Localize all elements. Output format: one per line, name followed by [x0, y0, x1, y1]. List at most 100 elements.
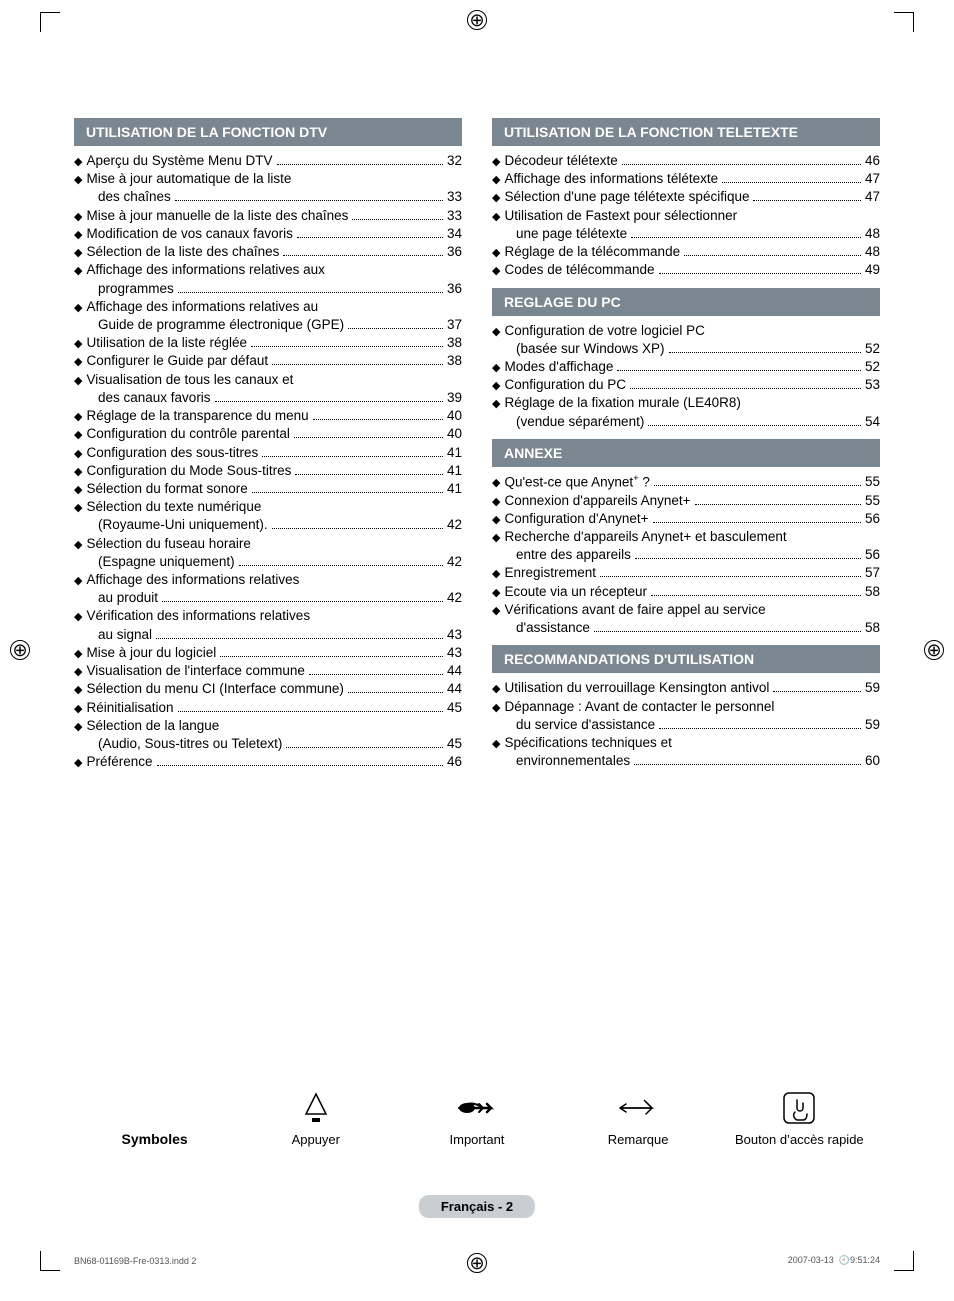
leader-dots — [175, 200, 443, 201]
toc-label: Mise à jour automatique de la liste — [86, 170, 291, 188]
toc-label: Décodeur télétexte — [504, 152, 617, 170]
page-number: 33 — [447, 207, 462, 225]
toc-label: Modes d'affichage — [504, 358, 613, 376]
page-number: 49 — [865, 261, 880, 279]
leader-dots — [252, 492, 443, 493]
toc-entry: ◆Qu'est-ce que Anynet+ ?55 — [492, 473, 880, 492]
toc-entry: ◆Configuration du Mode Sous-titres41 — [74, 462, 462, 480]
bullet-icon: ◆ — [492, 210, 500, 225]
leader-dots — [272, 364, 443, 365]
leader-dots — [295, 474, 443, 475]
bullet-icon: ◆ — [492, 264, 500, 279]
bullet-icon: ◆ — [492, 737, 500, 752]
bullet-icon: ◆ — [492, 476, 500, 491]
bullet-icon: ◆ — [492, 361, 500, 376]
page-number: 39 — [447, 389, 462, 407]
leader-dots — [634, 764, 861, 765]
toc-label: Sélection de la liste des chaînes — [86, 243, 279, 261]
symbols-row: Symboles Appuyer Important Remarque — [74, 1090, 880, 1147]
toc-entry-continuation: une page télétexte48 — [492, 225, 880, 243]
leader-dots — [622, 164, 861, 165]
toc-label: d'assistance — [516, 619, 590, 637]
leader-dots — [215, 401, 443, 402]
toc-label: Sélection du fuseau horaire — [86, 535, 250, 553]
toc-label: Configuration d'Anynet+ — [504, 510, 648, 528]
toc-columns: UTILISATION DE LA FONCTION DTV◆Aperçu du… — [74, 110, 880, 771]
leader-dots — [294, 437, 443, 438]
bullet-icon: ◆ — [74, 374, 82, 389]
toc-entry-continuation: d'assistance58 — [492, 619, 880, 637]
page-number: 46 — [447, 753, 462, 771]
leader-dots — [648, 425, 861, 426]
footer-file-info: BN68-01169B-Fre-0313.indd 2 — [74, 1256, 196, 1266]
toc-entry: ◆Modification de vos canaux favoris34 — [74, 225, 462, 243]
leader-dots — [348, 328, 443, 329]
leader-dots — [617, 370, 861, 371]
toc-label: une page télétexte — [516, 225, 627, 243]
toc-entry: ◆Réglage de la télécommande48 — [492, 243, 880, 261]
toc-entry: ◆Utilisation du verrouillage Kensington … — [492, 679, 880, 697]
bullet-icon: ◆ — [74, 665, 82, 680]
toc-entry: ◆Dépannage : Avant de contacter le perso… — [492, 698, 880, 716]
page-number: 32 — [447, 152, 462, 170]
page-number: 53 — [865, 376, 880, 394]
bullet-icon: ◆ — [74, 756, 82, 771]
toc-label: au signal — [98, 626, 152, 644]
toc-entry: ◆Configuration du PC53 — [492, 376, 880, 394]
toc-label: Mise à jour du logiciel — [86, 644, 216, 662]
page-number: 52 — [865, 340, 880, 358]
page-number: 36 — [447, 243, 462, 261]
bullet-icon: ◆ — [74, 355, 82, 370]
toc-label: environnementales — [516, 752, 630, 770]
toc-label: Spécifications techniques et — [504, 734, 671, 752]
page-number: 42 — [447, 553, 462, 571]
registration-bottom-icon — [465, 1251, 489, 1275]
leader-dots — [684, 255, 861, 256]
toc-label: Visualisation de tous les canaux et — [86, 371, 293, 389]
symbol-important: Important — [402, 1090, 552, 1147]
toc-entry: ◆Enregistrement57 — [492, 564, 880, 582]
toc-entry: ◆Utilisation de la liste réglée38 — [74, 334, 462, 352]
bullet-icon: ◆ — [74, 410, 82, 425]
bullet-icon: ◆ — [492, 682, 500, 697]
toc-left-column: UTILISATION DE LA FONCTION DTV◆Aperçu du… — [74, 110, 462, 771]
toc-label: Connexion d'appareils Anynet+ — [504, 492, 690, 510]
bullet-icon: ◆ — [74, 264, 82, 279]
leader-dots — [654, 485, 861, 486]
toc-label: Sélection de la langue — [86, 717, 219, 735]
toc-entry: ◆Configurer le Guide par défaut38 — [74, 352, 462, 370]
toc-entry: ◆Mise à jour manuelle de la liste des ch… — [74, 207, 462, 225]
toc-label: Ecoute via un récepteur — [504, 583, 647, 601]
toc-label: Sélection d'une page télétexte spécifiqu… — [504, 188, 749, 206]
bullet-icon: ◆ — [492, 191, 500, 206]
bullet-icon: ◆ — [74, 428, 82, 443]
leader-dots — [157, 765, 443, 766]
page-number: 57 — [865, 564, 880, 582]
leader-dots — [722, 182, 861, 183]
bullet-icon: ◆ — [74, 465, 82, 480]
toc-label: du service d'assistance — [516, 716, 655, 734]
registration-right-icon — [922, 638, 946, 662]
bullet-icon: ◆ — [74, 720, 82, 735]
page-number: 38 — [447, 334, 462, 352]
leader-dots — [251, 346, 443, 347]
leader-dots — [283, 255, 443, 256]
page-number: 47 — [865, 188, 880, 206]
toc-label: Modification de vos canaux favoris — [86, 225, 292, 243]
bullet-icon: ◆ — [492, 701, 500, 716]
page-number: 55 — [865, 473, 880, 491]
toc-label: Réglage de la fixation murale (LE40R8) — [504, 394, 740, 412]
bullet-icon: ◆ — [492, 246, 500, 261]
press-icon — [302, 1090, 330, 1126]
page-number: 56 — [865, 546, 880, 564]
bullet-icon: ◆ — [74, 337, 82, 352]
quick-access-icon — [781, 1090, 817, 1126]
bullet-icon: ◆ — [74, 447, 82, 462]
toc-label: Configuration des sous-titres — [86, 444, 258, 462]
toc-right-column: UTILISATION DE LA FONCTION TELETEXTE◆Déc… — [492, 110, 880, 771]
toc-entry: ◆Vérification des informations relatives — [74, 607, 462, 625]
bullet-icon: ◆ — [492, 531, 500, 546]
bullet-icon: ◆ — [74, 246, 82, 261]
page-number: 38 — [447, 352, 462, 370]
bullet-icon: ◆ — [492, 325, 500, 340]
